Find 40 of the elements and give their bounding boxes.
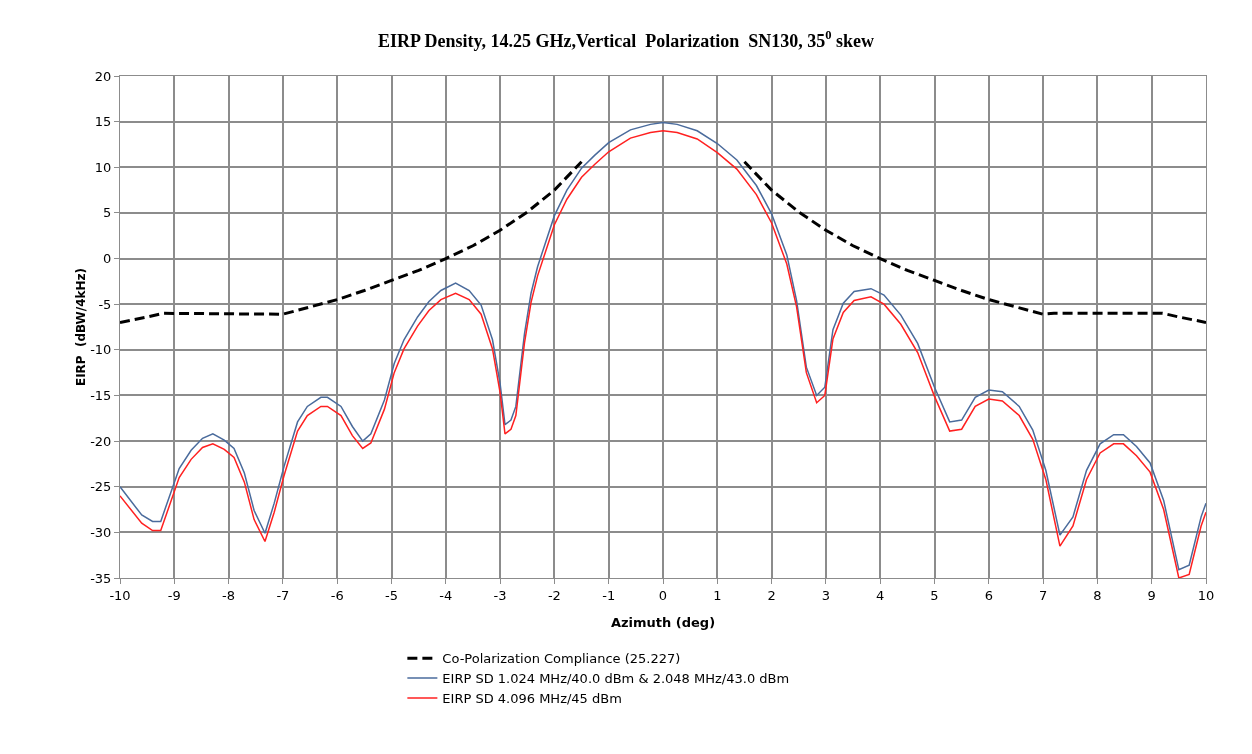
x-tick-label: -2: [547, 587, 561, 603]
y-tick-label: 0: [103, 251, 112, 267]
x-tick-label: 4: [876, 587, 885, 603]
x-tick-label: 6: [984, 587, 993, 603]
x-tick-label: 3: [821, 587, 831, 603]
legend-label: EIRP SD 1.024 MHz/40.0 dBm & 2.048 MHz/43.0 dBm: [442, 671, 790, 687]
x-tick-label: 7: [1038, 587, 1048, 603]
x-tick-label: -9: [167, 587, 181, 603]
y-tick-label: 15: [94, 114, 112, 130]
y-tick-label: -20: [90, 433, 112, 449]
y-tick-label: -5: [98, 296, 112, 312]
x-tick-label: 0: [658, 587, 668, 603]
y-tick-label: 20: [94, 68, 112, 84]
x-tick-label: 1: [713, 587, 722, 603]
x-tick-label: 9: [1147, 587, 1156, 603]
line-series: [742, 160, 1206, 324]
x-tick-label: 2: [767, 587, 776, 603]
x-tick-label: -1: [602, 587, 616, 603]
y-tick-label: 5: [103, 205, 112, 221]
x-tick-label: -8: [222, 587, 236, 603]
y-tick-label: -25: [90, 479, 112, 495]
x-tick-label: -6: [330, 587, 344, 603]
x-tick-label: 5: [930, 587, 939, 603]
x-tick-label: 8: [1093, 587, 1102, 603]
chart-title: EIRP Density, 14.25 GHz,Vertical Polarization SN130, 35$^{0}$ skew: [377, 27, 875, 51]
y-tick-label: -10: [90, 342, 112, 358]
line-series: [120, 160, 584, 324]
y-tick-label: -15: [90, 388, 112, 403]
x-tick-label: -3: [493, 587, 507, 603]
y-axis-title: EIRP (dBW/4kHz): [74, 267, 89, 387]
y-tick-label: 10: [94, 159, 112, 175]
x-tick-label: -7: [276, 587, 290, 603]
x-tick-label: -5: [385, 587, 398, 603]
legend-label: EIRP SD 4.096 MHz/45 dBm: [442, 691, 622, 707]
legend-label: Co-Polarization Compliance (25.227): [442, 651, 681, 667]
y-tick-label: -30: [90, 524, 112, 540]
x-tick-label: -4: [439, 587, 453, 603]
x-axis-title: Azimuth (deg): [610, 615, 716, 630]
y-tick-label: -35: [90, 570, 112, 586]
x-tick-label: 10: [1197, 587, 1215, 603]
